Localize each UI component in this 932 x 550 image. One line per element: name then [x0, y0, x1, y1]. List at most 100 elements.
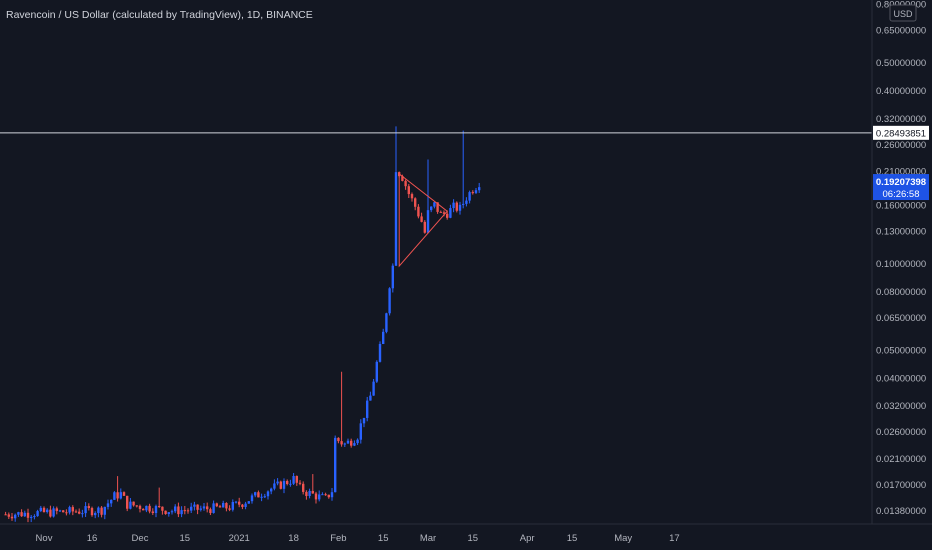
price-tick-label: 0.06500000 [876, 313, 926, 324]
candle-body [145, 505, 148, 511]
candle-body [81, 513, 84, 515]
time-tick-label: 15 [180, 533, 191, 544]
candle-body [231, 501, 234, 510]
candle-body [436, 202, 439, 212]
candle-body [116, 492, 119, 499]
candle-body [158, 506, 161, 508]
candle-body [87, 506, 90, 509]
candle-body [334, 437, 337, 493]
candle-body [423, 221, 426, 233]
candle-body [260, 496, 263, 498]
candle-body [353, 443, 356, 446]
candle-body [369, 395, 372, 401]
triangle-pattern[interactable] [398, 172, 448, 268]
candle-body [164, 510, 167, 514]
candle-body [298, 482, 302, 484]
candle-body [122, 492, 126, 496]
candle-body [148, 505, 151, 512]
candle-body [68, 507, 71, 513]
currency-label: USD [893, 9, 913, 19]
candle-body [372, 381, 375, 396]
candle-body [321, 494, 324, 496]
candle-body [100, 507, 103, 515]
candle-body [84, 506, 87, 514]
candle-body [286, 480, 289, 485]
candle-body [314, 493, 318, 500]
price-tick-label: 0.02100000 [876, 454, 926, 465]
price-tick-label: 0.10000000 [876, 259, 926, 270]
candle-body [394, 172, 398, 266]
price-tick-label: 0.16000000 [876, 200, 926, 211]
price-axis[interactable]: 0.800000000.650000000.500000000.40000000… [876, 0, 926, 517]
price-tick-label: 0.26000000 [876, 140, 926, 151]
candle-body [238, 501, 241, 505]
currency-button[interactable]: USD [889, 4, 917, 22]
candle-body [20, 512, 23, 517]
candle-body [273, 483, 276, 489]
candle-body [126, 495, 129, 509]
price-tick-label: 0.05000000 [876, 345, 926, 356]
price-tick-label: 0.02600000 [876, 427, 926, 438]
candle-body [439, 211, 442, 213]
candle-body [186, 510, 190, 512]
candle-body [282, 480, 286, 489]
candle-body [455, 202, 458, 211]
price-tick-label: 0.50000000 [876, 58, 926, 69]
price-tick-label: 0.03200000 [876, 401, 926, 412]
candle-body [330, 492, 334, 498]
candle-body [71, 507, 74, 512]
candle-body [433, 202, 436, 207]
candle-body [52, 508, 55, 517]
candle-body [135, 505, 138, 507]
candle-body [10, 516, 14, 519]
candle-body [46, 509, 49, 513]
time-tick-label: 17 [669, 533, 680, 544]
candle-body [17, 512, 20, 515]
candle-body [468, 192, 471, 201]
candle-body [407, 186, 410, 195]
candle-body [404, 180, 407, 187]
candle-body [138, 505, 142, 509]
candle-body [382, 331, 385, 344]
candle-body [318, 494, 321, 500]
candle-body [209, 509, 212, 513]
candle-body [62, 510, 65, 513]
price-tick-label: 0.04000000 [876, 373, 926, 384]
candle-body [119, 492, 122, 499]
candle-body [311, 490, 314, 494]
candle-body [263, 496, 266, 498]
price-tick-label: 0.13000000 [876, 226, 926, 237]
hline-price-text: 0.28493851 [876, 128, 926, 139]
candle-body [462, 203, 465, 205]
last-price-label: 0.19207398 06:26:58 [873, 174, 929, 201]
candle-body [170, 511, 174, 513]
candle-body [388, 288, 391, 314]
candle-body [26, 512, 30, 518]
candle-body [151, 511, 154, 513]
candle-body [250, 495, 254, 502]
time-tick-label: Mar [420, 533, 436, 544]
candle-body [129, 501, 132, 509]
candle-body [305, 491, 308, 497]
time-axis[interactable]: Nov 16 Dec 15 2021 18 Feb 15 Mar 15 Apr 15 May 17 [36, 533, 680, 544]
candle-body [375, 361, 378, 382]
time-tick-label: Nov [36, 533, 53, 544]
candle-body [202, 506, 206, 509]
candle-body [30, 516, 33, 518]
candle-body [193, 504, 196, 507]
candle-body [90, 508, 94, 516]
candle-body [106, 503, 110, 507]
candle-body [417, 206, 420, 217]
candle-body [206, 506, 209, 510]
candle-body [254, 492, 257, 496]
candle-body [241, 504, 244, 507]
candle-body [289, 483, 292, 485]
candle-body [426, 210, 430, 233]
candle-body [465, 200, 468, 204]
candle-body [266, 491, 270, 497]
candle-body [327, 494, 330, 498]
candle-body [103, 506, 106, 515]
candle-body [337, 437, 340, 442]
